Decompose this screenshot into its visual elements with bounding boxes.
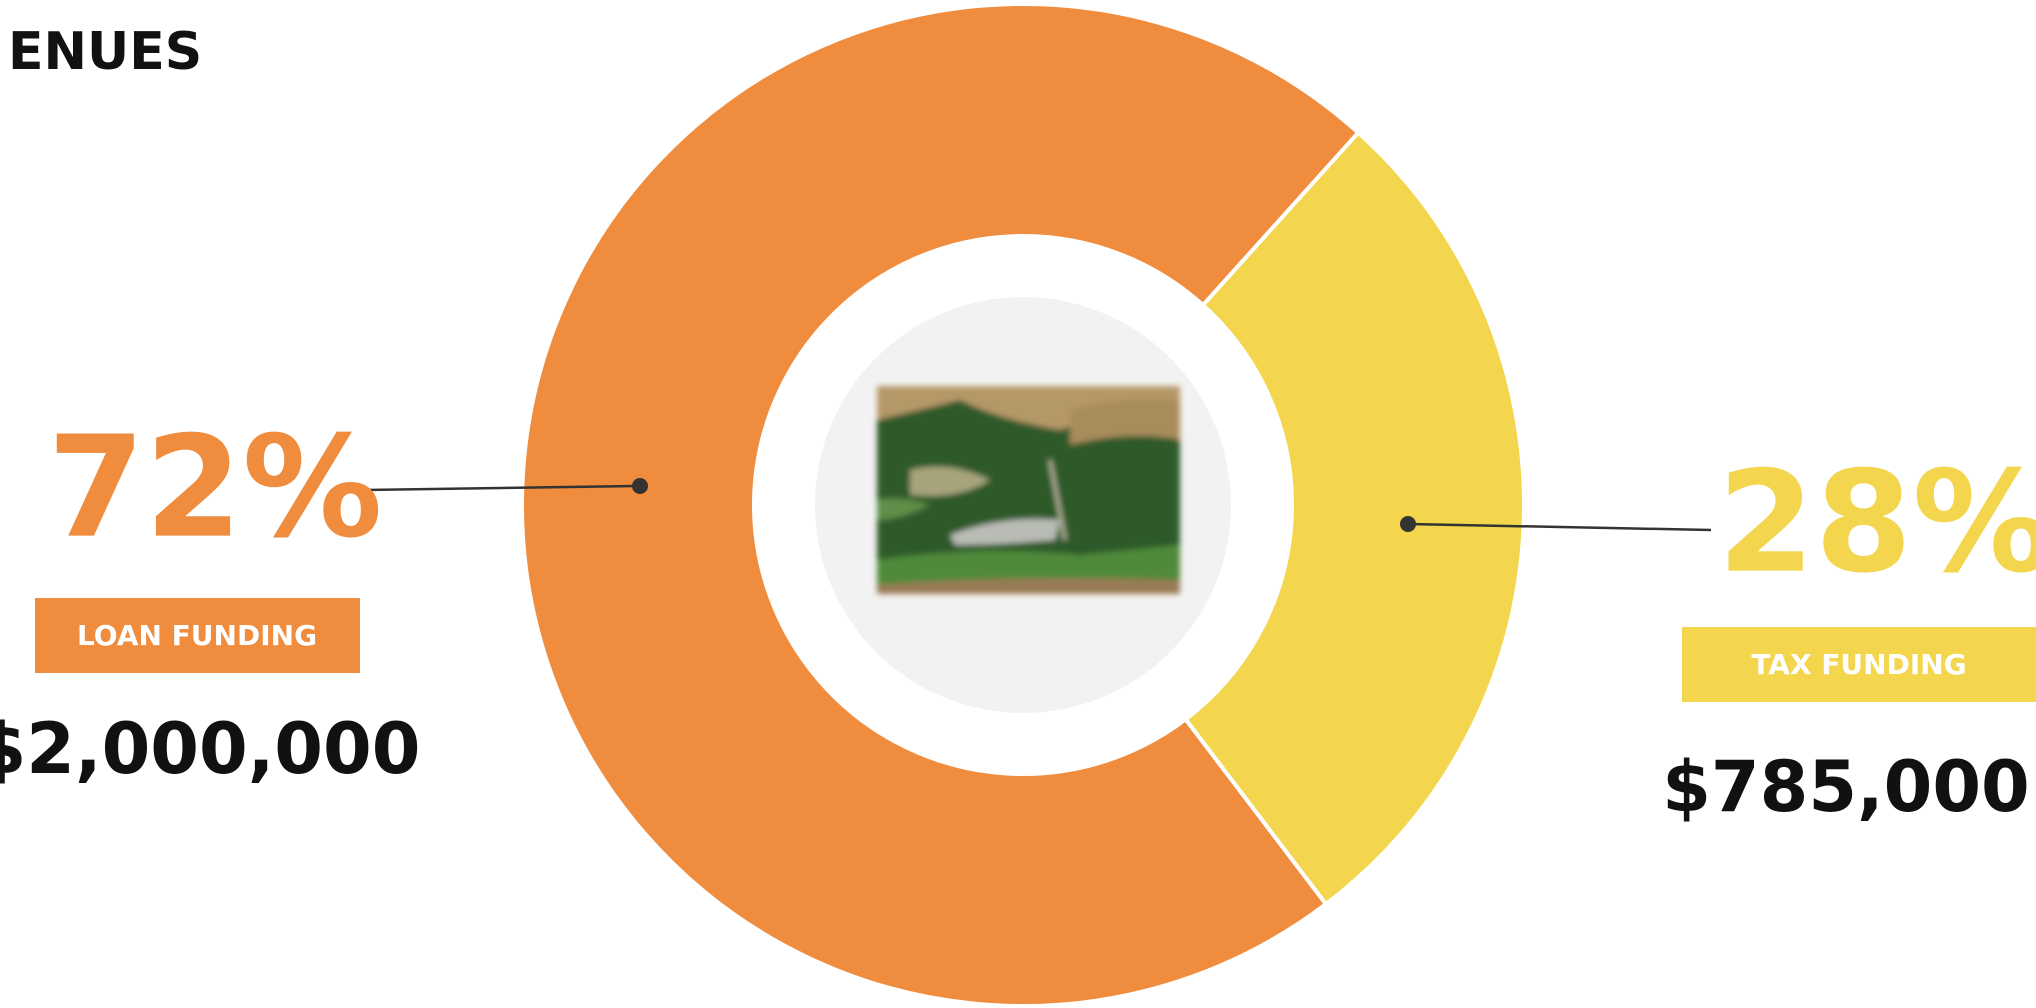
percent-label: 28% [1717,442,2036,605]
donut [520,2,1526,1008]
label-box [35,598,360,673]
donut-segment [1182,129,1526,907]
aerial-photo [877,386,1180,594]
leader-dot [632,478,648,494]
leader-line [364,484,641,492]
leader-line [1407,522,1712,532]
amount-label: $785,000 [1662,746,2030,828]
category-label: TAX FUNDING [1751,648,1966,681]
leader-dot [1400,516,1416,532]
slide-title: ENUES [8,22,202,82]
category-label: LOAN FUNDING [77,619,317,652]
percent-label: 72% [47,407,382,570]
label-box [1682,627,2036,702]
donut-segment [520,2,1362,1008]
amount-label: $2,000,000 [0,708,420,790]
